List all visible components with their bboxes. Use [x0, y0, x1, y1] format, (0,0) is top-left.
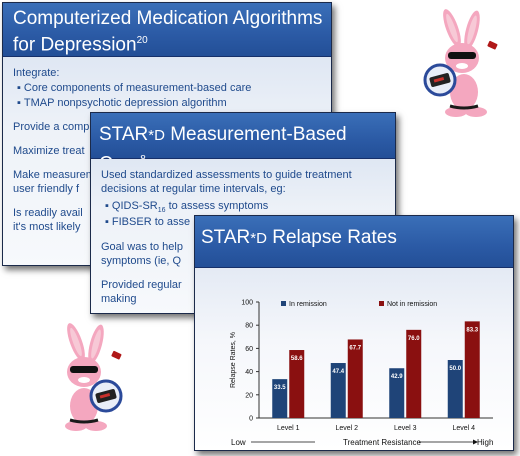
line-provide: Provide a comp: [13, 121, 90, 133]
bar-in-remission: [447, 360, 463, 418]
x-categories: Level 1 Level 2 Level 3 Level 4: [277, 425, 475, 432]
y-tick-label: 80: [245, 323, 253, 330]
qids-subscript: 16: [157, 207, 166, 215]
y-tick-label: 40: [245, 369, 253, 376]
integrate-label: Integrate:: [13, 67, 60, 79]
slide-relapse-rates: STAR*D Relapse Rates Relapse Rates, % 0 2…: [194, 215, 514, 451]
legend-label: Not in remission: [387, 301, 437, 308]
qids-rest: to assess symptoms: [165, 200, 269, 212]
bar-value-label: 76.0: [408, 336, 420, 342]
bar-value-label: 67.7: [349, 345, 361, 351]
bars: 33.5 58.6 47.4 67.7 42.9 76.0 50.0 83.3: [272, 321, 480, 418]
bar-value-label: 33.5: [274, 385, 286, 391]
legend-swatch: [281, 301, 286, 306]
y-tick-label: 60: [245, 346, 253, 353]
y-tick-label: 0: [249, 416, 253, 423]
provided-line-2: making: [101, 293, 137, 305]
x-category-label: Level 1: [277, 425, 300, 432]
reference-number: 20: [136, 35, 148, 46]
slide-title: Computerized Medication Algorithms for D…: [13, 8, 322, 56]
bunny-mascot-icon: [423, 9, 498, 117]
legend: In remission Not in remission: [281, 301, 437, 308]
x-category-label: Level 3: [394, 425, 417, 432]
y-tick-label: 100: [241, 300, 253, 307]
slide-title: STAR*D Measurement-Based Care8: [99, 123, 395, 176]
title-star: STAR: [201, 227, 251, 248]
bar-not-in-remission: [347, 339, 363, 418]
title-line-2: for Depression: [13, 34, 137, 56]
qids-label: QIDS-SR: [111, 200, 158, 212]
title-line-1: Computerized Medication Algorithms: [13, 8, 323, 29]
para1-line-2: decisions at regular time intervals, eg:: [101, 183, 286, 195]
bullet-qids: QIDS-SR16 to assess symptoms: [105, 200, 268, 214]
bar-not-in-remission: [464, 321, 480, 418]
bar-not-in-remission: [289, 350, 305, 418]
bar-not-in-remission: [406, 329, 422, 418]
slide-header: STAR*D Measurement-Based Care8: [91, 113, 395, 174]
goal-line-1: Goal was to help: [101, 241, 183, 253]
y-tick-label: 20: [245, 392, 253, 399]
line-make-2: user friendly f: [13, 183, 80, 195]
x-axis-title: Treatment Resistance: [343, 438, 422, 447]
bar-in-remission: [330, 363, 346, 418]
title-d: *D: [148, 127, 165, 144]
para1-line-1: Used standardized assessments to guide t…: [101, 169, 352, 181]
x-axis-high-label: High: [477, 438, 493, 447]
line-maximize: Maximize treat: [13, 145, 85, 157]
slide-title: STAR*D Relapse Rates: [201, 226, 397, 251]
bar-in-remission: [272, 379, 288, 418]
title-rest: Relapse Rates: [266, 227, 397, 248]
x-axis-low-label: Low: [231, 438, 246, 447]
line-make-1: Make measurem: [13, 169, 95, 181]
slide-header: Computerized Medication Algorithms for D…: [3, 3, 331, 57]
bunny-mascot-icon: [65, 323, 123, 431]
legend-label: In remission: [289, 301, 327, 308]
x-category-label: Level 2: [335, 425, 358, 432]
line-readily-2: it's most likely: [13, 221, 81, 233]
goal-line-2: symptoms (ie, Q: [101, 255, 182, 267]
bar-value-label: 50.0: [449, 366, 461, 372]
provided-line-1: Provided regular: [101, 279, 182, 291]
slide-body: Relapse Rates, % 0 20 40 60 80 100 33.5 58.6 47…: [195, 268, 513, 450]
x-category-label: Level 4: [452, 425, 475, 432]
y-ticks: 0 20 40 60 80 100: [241, 300, 259, 423]
bar-in-remission: [389, 368, 405, 418]
bar-value-label: 83.3: [466, 327, 478, 333]
title-star: STAR: [99, 124, 149, 145]
bar-value-label: 47.4: [332, 369, 344, 375]
bar-value-label: 42.9: [391, 374, 403, 380]
bullet-fibser: FIBSER to asse: [105, 216, 190, 228]
slide-header: STAR*D Relapse Rates: [195, 216, 513, 268]
y-axis-label: Relapse Rates, %: [230, 332, 237, 388]
x-axis-arrow-icon: [473, 439, 478, 445]
line-readily-1: Is readily avail: [13, 207, 83, 219]
bar-value-label: 58.6: [291, 356, 303, 362]
relapse-rates-chart: Relapse Rates, % 0 20 40 60 80 100 33.5 58.6 47…: [230, 300, 493, 448]
title-d: *D: [250, 230, 267, 247]
legend-swatch: [379, 301, 384, 306]
bullet-core-components: Core components of measurement-based car…: [17, 82, 251, 94]
bullet-tmap: TMAP nonpsychotic depression algorithm: [17, 97, 227, 109]
